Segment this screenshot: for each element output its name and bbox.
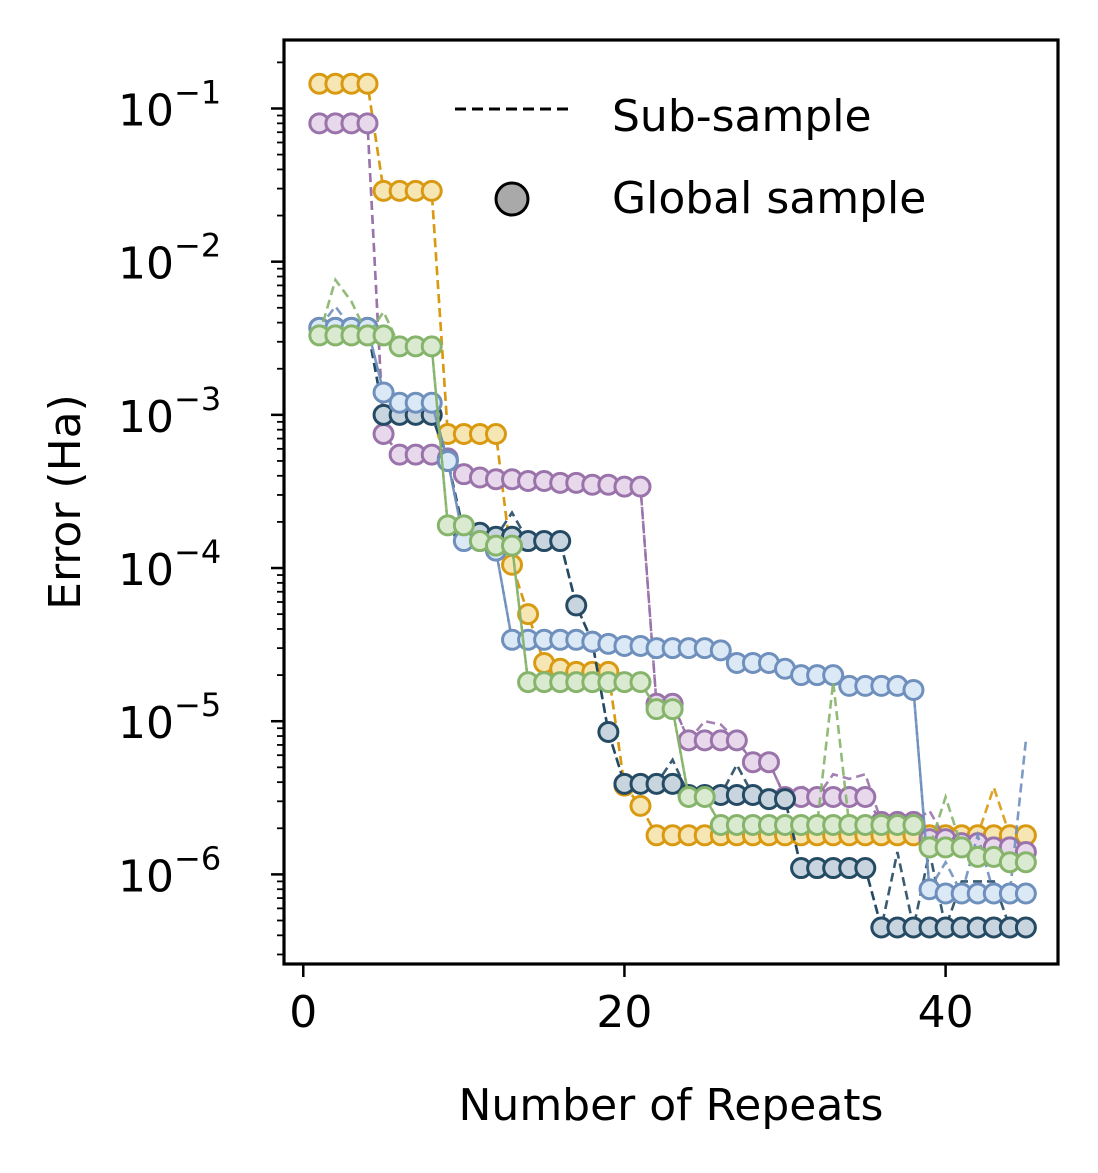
global-sample-point-orange bbox=[484, 422, 507, 445]
global-sample-point-green bbox=[1014, 851, 1037, 874]
global-sample-point-orange bbox=[517, 603, 540, 626]
global-sample-point-navy bbox=[661, 772, 684, 795]
legend-global-sample-marker bbox=[494, 181, 530, 217]
y-tick-exponent: −1 bbox=[174, 73, 221, 111]
global-sample-point-green bbox=[629, 671, 652, 694]
y-tick-exponent: −6 bbox=[174, 839, 221, 877]
global-sample-point-blue bbox=[902, 678, 925, 701]
global-sample-point-orange bbox=[501, 553, 524, 576]
global-sample-point-green bbox=[452, 514, 475, 537]
global-sample-point-blue bbox=[1014, 882, 1037, 905]
y-tick-exponent: −5 bbox=[174, 686, 221, 724]
y-tick-exponent: −2 bbox=[174, 227, 221, 265]
series-layer bbox=[308, 72, 1037, 939]
legend-sub-sample-label: Sub-sample bbox=[612, 91, 872, 142]
global-sample-point-orange bbox=[420, 179, 443, 202]
global-sample-point-navy bbox=[774, 788, 797, 811]
global-sample-point-purple bbox=[372, 422, 395, 445]
x-axis-title: Number of Repeats bbox=[459, 1080, 884, 1131]
legend: Sub-sample Global sample bbox=[455, 91, 926, 224]
x-tick-label: 0 bbox=[289, 987, 317, 1038]
series-blue bbox=[308, 304, 1037, 905]
global-sample-point-green bbox=[420, 335, 443, 358]
y-tick-exponent: −4 bbox=[174, 533, 221, 571]
legend-global-sample-label: Global sample bbox=[612, 173, 926, 224]
global-sample-point-green bbox=[950, 836, 973, 859]
global-sample-point-navy bbox=[549, 530, 572, 553]
global-sample-point-purple bbox=[356, 112, 379, 135]
global-sample-point-purple bbox=[854, 786, 877, 809]
global-sample-point-green bbox=[661, 698, 684, 721]
global-sample-point-blue bbox=[372, 381, 395, 404]
x-tick-label: 40 bbox=[918, 987, 974, 1038]
y-axis-title: Error (Ha) bbox=[40, 394, 91, 610]
global-sample-point-purple bbox=[629, 475, 652, 498]
global-sample-point-purple bbox=[725, 729, 748, 752]
global-sample-point-green bbox=[372, 324, 395, 347]
global-sample-point-green bbox=[902, 814, 925, 837]
global-sample-point-orange bbox=[629, 794, 652, 817]
global-sample-point-blue bbox=[709, 639, 732, 662]
global-sample-point-navy bbox=[597, 721, 620, 744]
global-sample-point-orange bbox=[356, 72, 379, 95]
global-sample-point-navy bbox=[565, 594, 588, 617]
series-green bbox=[308, 277, 1037, 874]
global-sample-point-purple bbox=[757, 751, 780, 774]
global-sample-point-navy bbox=[1014, 916, 1037, 939]
x-tick-label: 20 bbox=[596, 987, 652, 1038]
y-tick-exponent: −3 bbox=[174, 380, 221, 418]
global-sample-point-green bbox=[693, 786, 716, 809]
global-sample-point-green bbox=[501, 534, 524, 557]
plot-frame bbox=[282, 38, 1060, 966]
global-sample-point-navy bbox=[854, 857, 877, 880]
